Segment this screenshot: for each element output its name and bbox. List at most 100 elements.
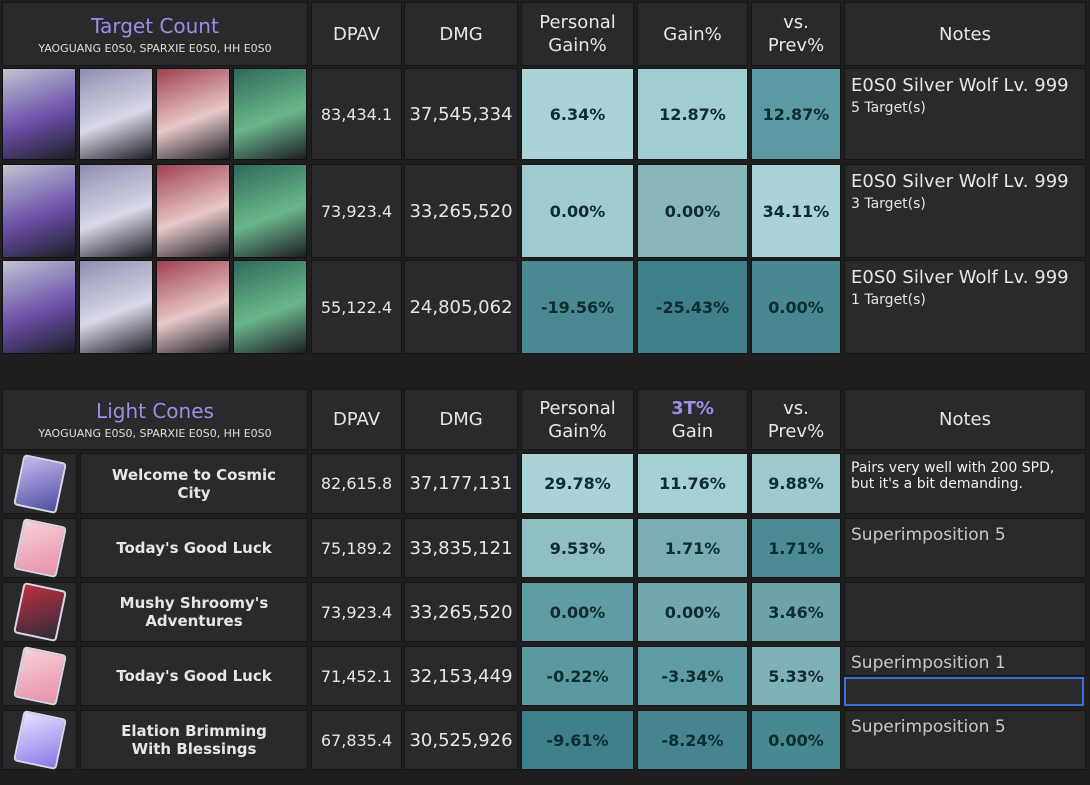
notes-cell [844,582,1086,642]
gain-value: -25.43% [655,297,730,317]
header-cell: vs. Prev% [751,389,841,450]
light-cone-name-cell: Today's Good Luck [80,646,308,706]
personal_gain-cell: 29.78% [521,453,634,514]
notes-cell: E0S0 Silver Wolf Lv. 999 3 Target(s) [844,164,1086,258]
dmg-cell: 24,805,062 [404,260,518,354]
table-title: Target Count [91,13,219,38]
dmg-value: 32,153,449 [409,665,513,687]
vs_prev-cell: 5.33% [751,646,841,706]
light-cone-name: Welcome to Cosmic City [111,465,277,502]
gain-cell: 11.76% [637,453,748,514]
header-cell: DPAV [311,2,402,66]
vs_prev-value: 12.87% [762,104,830,124]
personal_gain-cell: -0.22% [521,646,634,706]
vs_prev-cell: 3.46% [751,582,841,642]
dmg-value: 33,265,520 [409,601,513,623]
gain-value: -3.34% [661,666,724,686]
note-title: E0S0 Silver Wolf Lv. 999 [851,75,1069,96]
header-cell: DMG [404,2,518,66]
character-portrait [233,164,307,258]
dpav-value: 67,835.4 [320,730,393,750]
header-text: Gain [671,420,714,442]
header-cell: Personal Gain% [521,389,634,450]
title-box: Light Cones YAOGUANG E0S0, SPARXIE E0S0, … [38,399,271,440]
table-subtitle: YAOGUANG E0S0, SPARXIE E0S0, HH E0S0 [38,427,272,440]
dpav-value: 75,189.2 [320,538,393,558]
dpav-cell: 75,189.2 [311,518,402,578]
gain-cell: 0.00% [637,582,748,642]
character-portrait [2,164,76,258]
table-title: Light Cones [96,399,214,423]
personal_gain-value: -19.56% [540,297,615,317]
header-highlight: 3T% [671,397,714,419]
personal_gain-cell: 0.00% [521,164,634,258]
selected-cell [844,677,1084,706]
dmg-cell: 33,265,520 [404,582,518,642]
personal_gain-value: 29.78% [544,474,611,493]
vs_prev-value: 0.00% [768,297,824,317]
note-title: E0S0 Silver Wolf Lv. 999 [851,267,1069,288]
vs_prev-value: 3.46% [768,602,824,622]
vs_prev-cell: 0.00% [751,710,841,770]
vs_prev-value: 1.71% [768,538,824,558]
character-portrait [156,260,230,354]
light-cone-icon [12,581,67,643]
light-cone-name-cell: Today's Good Luck [80,518,308,578]
personal_gain-value: -9.61% [546,730,609,750]
personal_gain-value: 9.53% [549,538,606,558]
gain-cell: -8.24% [637,710,748,770]
header-cell: 3T% Gain [637,389,748,450]
character-portrait [2,260,76,354]
header-cell: Gain% [637,2,748,66]
header-cell: DPAV [311,389,402,450]
table-subtitle: YAOGUANG E0S0, SPARXIE E0S0, HH E0S0 [38,41,272,55]
dmg-cell: 30,525,926 [404,710,518,770]
dmg-cell: 33,835,121 [404,518,518,578]
personal_gain-cell: -9.61% [521,710,634,770]
dpav-value: 83,434.1 [320,104,393,124]
header-cell: Notes [844,2,1086,66]
notes-cell: Superimposition 5 [844,710,1086,770]
dpav-value: 55,122.4 [320,297,393,317]
gain-cell: 12.87% [637,68,748,160]
dmg-value: 30,525,926 [409,729,513,751]
dmg-value: 24,805,062 [409,296,513,318]
notes-cell: Pairs very well with 200 SPD, but it's a… [844,453,1086,514]
header-text: vs. Prev% [767,12,825,56]
notes-cell: Superimposition 1 [844,646,1086,676]
light-cone-icon-cell [2,709,77,771]
vs_prev-cell: 1.71% [751,518,841,578]
character-portrait [79,68,153,160]
personal_gain-cell: 6.34% [521,68,634,160]
gain-value: -8.24% [661,730,724,750]
personal_gain-value: 6.34% [549,104,606,124]
dpav-cell: 67,835.4 [311,710,402,770]
notes-cell: E0S0 Silver Wolf Lv. 999 1 Target(s) [844,260,1086,354]
header-text: DMG [439,23,483,45]
note-text: Pairs very well with 200 SPD, but it's a… [851,460,1055,492]
vs_prev-cell: 0.00% [751,260,841,354]
header-text: vs. Prev% [767,397,825,442]
light-cone-icon [12,453,67,514]
header-text: DPAV [332,409,381,430]
character-portrait [79,164,153,258]
character-portrait [156,68,230,160]
dmg-cell: 32,153,449 [404,646,518,706]
character-portrait [2,68,76,160]
gain-value: 0.00% [664,201,721,221]
dmg-cell: 37,177,131 [404,453,518,514]
dpav-cell: 82,615.8 [311,453,402,514]
dmg-value: 37,177,131 [409,473,513,494]
light-cone-name-cell: Elation Brimming With Blessings [80,710,308,770]
gain-cell: 1.71% [637,518,748,578]
vs_prev-value: 9.88% [768,474,824,493]
gain-value: 1.71% [664,538,721,558]
vs_prev-cell: 9.88% [751,453,841,514]
light-cone-icon [12,709,67,771]
header-text: Gain% [663,23,722,45]
personal_gain-cell: 9.53% [521,518,634,578]
light-cone-icon-cell [2,581,77,643]
light-cone-name: Today's Good Luck [116,539,272,557]
dpav-value: 82,615.8 [320,474,393,493]
